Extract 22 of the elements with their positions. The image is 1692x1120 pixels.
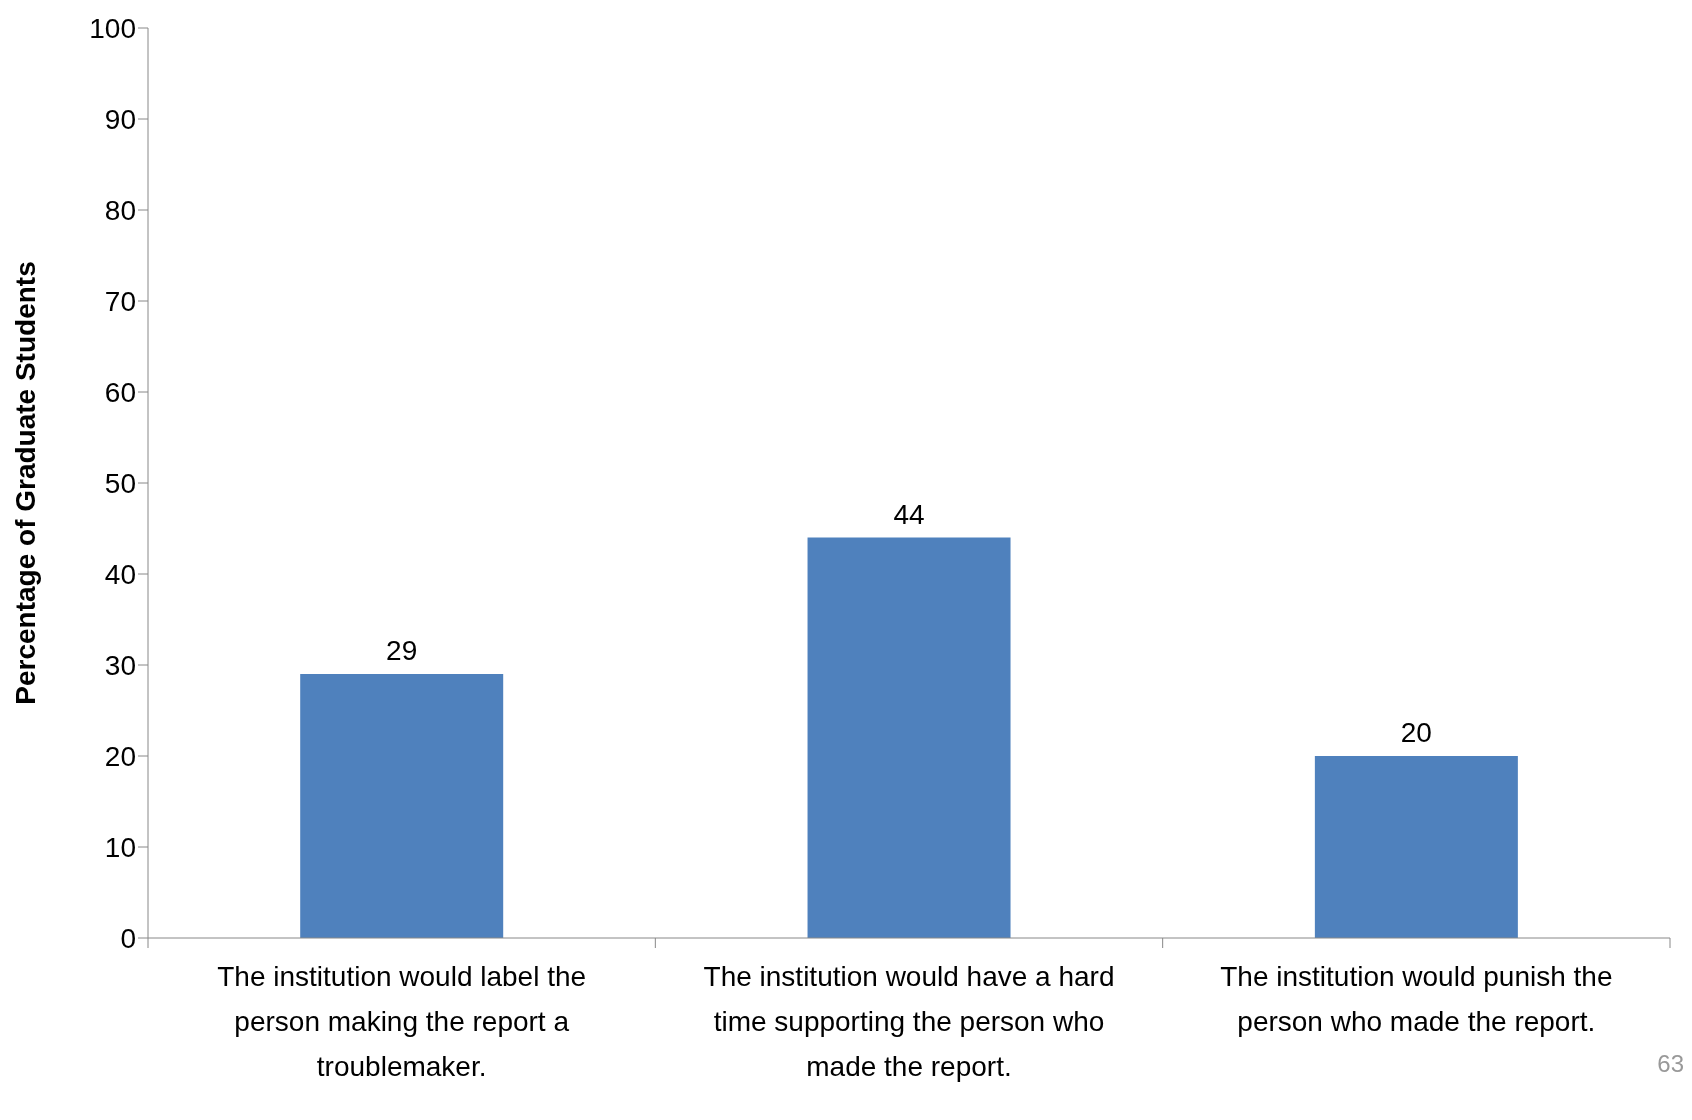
bar [807,537,1011,938]
text: 63 [1657,1050,1684,1078]
y-tick-label: 90 [104,103,136,135]
y-tick-label: 20 [104,740,136,772]
y-tick-label: 10 [104,831,136,863]
y-tick-label: 40 [104,558,136,590]
bar [300,674,504,938]
data-label: 20 [1400,717,1432,748]
data-label: 44 [893,498,925,530]
y-tick-label: 0 [120,922,136,954]
y-tick-label: 80 [104,194,136,226]
bar [1314,756,1518,938]
y-axis-title: Percentage of Graduate Students [9,261,41,705]
x-tick-label: The institution would have a hard time supporting the person who made the report. [703,961,1115,1082]
x-tick-label: The institution would label the person making the report a troublemaker. [217,961,587,1082]
x-tick-label: The institution would punish the person who made the report. [1220,961,1613,1037]
y-tick-label: 100 [89,12,136,44]
y-tick-label: 60 [104,376,136,408]
data-label: 29 [386,635,418,667]
y-tick-label: 30 [104,649,136,681]
y-tick-label: 50 [104,467,136,499]
y-tick-label: 70 [104,285,136,317]
